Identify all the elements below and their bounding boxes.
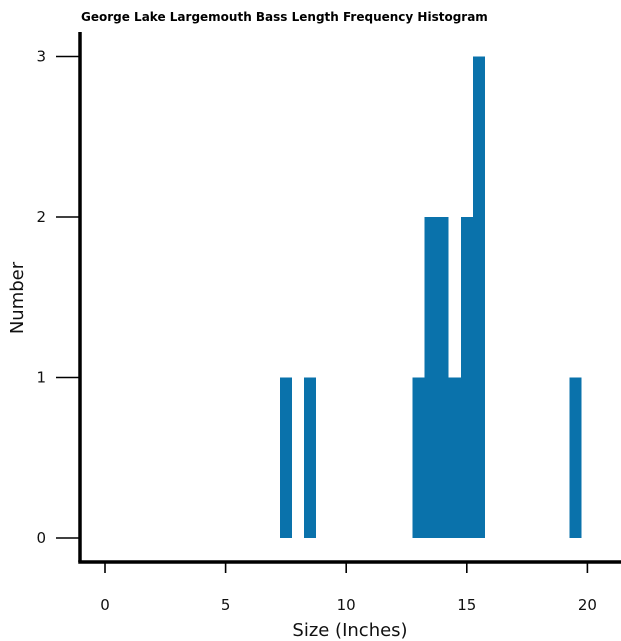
x-tick-label-5: 5 <box>221 596 231 614</box>
bar-1 <box>303 377 317 538</box>
bar-8 <box>569 377 582 538</box>
y-tick-label-1: 1 <box>36 369 46 387</box>
bar-7 <box>472 56 485 538</box>
y-tick-label-3: 3 <box>36 48 46 66</box>
y-tick-label-0: 0 <box>36 529 46 547</box>
bar-6 <box>460 217 473 538</box>
bars-group <box>279 56 582 538</box>
x-tick-label-0: 0 <box>100 596 110 614</box>
y-tick-label-2: 2 <box>36 208 46 226</box>
bar-4 <box>436 217 449 538</box>
bar-0 <box>279 377 292 538</box>
y-axis-label: Number <box>7 261 28 334</box>
x-tick-label-15: 15 <box>457 596 476 614</box>
axes-group: 0 5 10 15 20 0 1 2 3 <box>36 32 621 614</box>
x-tick-label-20: 20 <box>578 596 597 614</box>
bar-2 <box>412 377 425 538</box>
x-axis-label: Size (Inches) <box>292 620 407 641</box>
bar-3 <box>424 217 437 538</box>
bar-5 <box>448 377 461 538</box>
x-tick-label-10: 10 <box>337 596 356 614</box>
chart-title: George Lake Largemouth Bass Length Frequ… <box>81 10 488 24</box>
